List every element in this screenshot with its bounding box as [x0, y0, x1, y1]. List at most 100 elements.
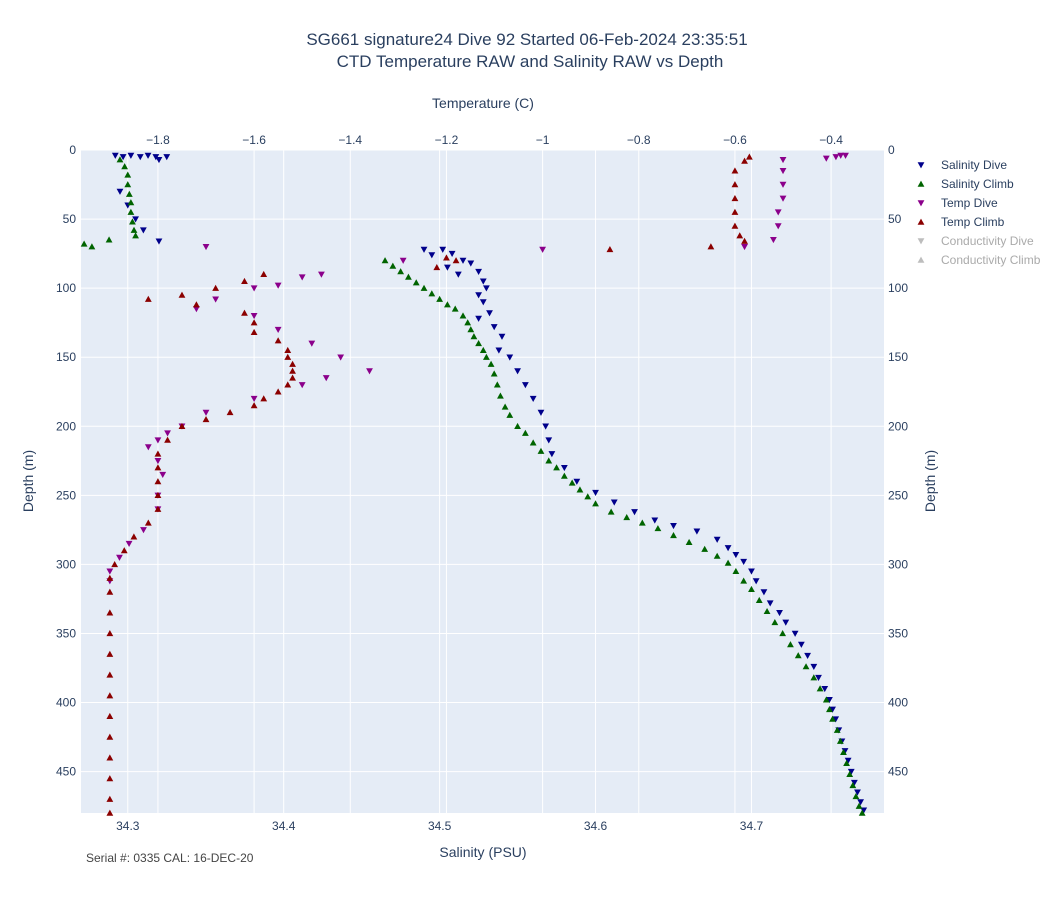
x-bottom-tick-label: 34.4: [272, 819, 296, 833]
legend-label: Conductivity Climb: [941, 253, 1041, 267]
temp-climb-point: [443, 254, 450, 261]
y-tick-label-right: 50: [888, 212, 902, 226]
salinity-climb-point: [846, 770, 854, 778]
temp-dive-point: [318, 271, 325, 278]
salinity-dive-point: [448, 250, 456, 257]
salinity-climb-point: [685, 538, 693, 545]
temp-climb-point: [241, 277, 248, 284]
temp-dive-point: [741, 243, 748, 251]
temp-climb-point: [731, 181, 739, 188]
legend-item[interactable]: Conductivity Climb: [917, 253, 1041, 267]
salinity-dive-point: [815, 674, 822, 682]
legend-marker: [917, 218, 925, 225]
temp-dive-point: [539, 246, 547, 253]
salinity-dive-point: [573, 478, 581, 485]
x-top-tick-label: −0.6: [723, 133, 747, 147]
y-tick-label-left: 450: [56, 765, 76, 779]
temp-dive-point: [774, 223, 782, 230]
salinity-dive-point: [797, 641, 805, 648]
salinity-climb-point: [701, 545, 709, 552]
temp-dive-point: [308, 340, 316, 347]
legend-marker: [917, 256, 925, 263]
legend-item[interactable]: Salinity Climb: [917, 177, 1014, 191]
legend-marker: [917, 238, 925, 245]
y-tick-label-right: 0: [888, 143, 895, 157]
salinity-climb-point: [623, 514, 631, 521]
salinity-dive-point: [529, 395, 537, 403]
salinity-climb-point: [553, 464, 560, 471]
x-top-tick-label: −0.4: [819, 133, 843, 147]
salinity-climb-point: [748, 585, 755, 592]
salinity-dive-point: [782, 619, 790, 626]
salinity-dive-point: [610, 499, 618, 506]
temp-dive-point: [116, 554, 123, 561]
legend-item[interactable]: Temp Dive: [917, 196, 998, 210]
salinity-climb-point: [771, 618, 779, 626]
salinity-climb-point: [763, 607, 771, 615]
salinity-dive-point: [857, 799, 865, 806]
temp-climb-point: [106, 588, 114, 595]
temp-climb-point: [212, 284, 220, 291]
temp-dive-point: [274, 326, 282, 333]
x-bottom-tick-label: 34.6: [584, 819, 608, 833]
y-tick-label-left: 200: [56, 419, 76, 433]
legend-label: Salinity Dive: [941, 158, 1007, 172]
salinity-climb-point: [132, 232, 139, 239]
temp-dive-point: [322, 375, 330, 382]
salinity-climb-point: [501, 403, 509, 410]
temp-climb-point: [154, 478, 162, 485]
y-tick-label-right: 400: [888, 696, 908, 710]
temp-dive-point: [212, 296, 220, 303]
salinity-dive-point: [752, 578, 760, 585]
salinity-dive-point: [821, 685, 829, 693]
salinity-climb-point: [836, 737, 844, 744]
salinity-climb-point: [740, 577, 748, 584]
data-marks-layer: [80, 152, 868, 816]
salinity-climb-point: [80, 240, 88, 247]
temp-climb-point: [284, 346, 292, 354]
legend-label: Salinity Climb: [941, 177, 1014, 191]
temp-climb-point: [707, 243, 715, 250]
x-top-tick-label: −0.8: [627, 133, 651, 147]
temp-climb-point: [250, 402, 258, 409]
y-right-axis-label: Depth (m): [922, 450, 938, 512]
y-tick-label-left: 250: [56, 488, 76, 502]
salinity-dive-point: [537, 409, 545, 416]
temp-climb-point: [731, 194, 739, 202]
y-tick-label-left: 50: [63, 212, 77, 226]
y-tick-label-left: 300: [56, 557, 76, 571]
salinity-dive-point: [139, 227, 147, 234]
temp-climb-point: [106, 692, 114, 699]
salinity-climb-point: [487, 360, 495, 367]
salinity-climb-point: [829, 715, 836, 722]
salinity-climb-point: [545, 457, 553, 464]
legend-label: Temp Dive: [941, 196, 998, 210]
temp-climb-point: [144, 295, 152, 302]
salinity-climb-point: [584, 493, 592, 500]
legend-item[interactable]: Conductivity Dive: [917, 234, 1034, 248]
legend-item[interactable]: Salinity Dive: [917, 158, 1008, 172]
salinity-dive-point: [514, 368, 521, 375]
salinity-dive-point: [495, 347, 503, 354]
temp-dive-point: [154, 437, 162, 444]
temp-climb-point: [154, 464, 162, 471]
temp-climb-point: [178, 291, 186, 298]
y-tick-label-right: 350: [888, 626, 908, 640]
legend-item[interactable]: Temp Climb: [917, 215, 1005, 229]
salinity-dive-point: [420, 246, 428, 253]
salinity-dive-point: [467, 260, 475, 267]
salinity-climb-point: [482, 353, 490, 360]
salinity-dive-point: [829, 706, 836, 713]
salinity-dive-point: [548, 451, 556, 458]
temp-climb-point: [106, 795, 114, 802]
salinity-climb-point: [127, 199, 135, 206]
temp-dive-point: [274, 282, 282, 289]
temp-climb-point: [106, 574, 114, 581]
salinity-climb-point: [405, 273, 412, 280]
temp-dive-point: [202, 409, 210, 416]
chart-subtitle: CTD Temperature RAW and Salinity RAW vs …: [337, 52, 724, 71]
salinity-climb-point: [592, 500, 599, 507]
legend[interactable]: Salinity Dive Salinity Climb Temp Dive Temp…: [917, 158, 1041, 267]
salinity-dive-point: [732, 551, 740, 559]
temp-climb-point: [226, 409, 234, 416]
